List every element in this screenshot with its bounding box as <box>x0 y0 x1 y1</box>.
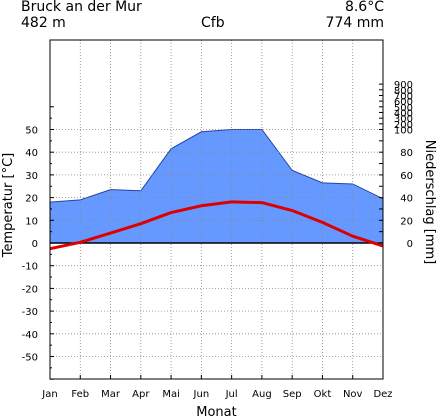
month-label: Jul <box>225 389 238 400</box>
month-label: Feb <box>71 389 89 400</box>
precip-tick-label: 600 <box>394 97 413 108</box>
temp-tick-label: 30 <box>25 171 38 182</box>
month-label: Nov <box>343 389 363 400</box>
temp-tick-label: 20 <box>25 194 38 205</box>
temp-tick-label: 40 <box>25 148 38 159</box>
precip-tick-label: 0 <box>407 239 413 250</box>
elevation: 482 m <box>21 15 66 31</box>
month-label: Mai <box>162 389 180 400</box>
month-label: Apr <box>132 389 150 400</box>
precipitation-line <box>49 128 384 203</box>
temp-tick-label: -50 <box>22 353 38 364</box>
temp-tick-label: 50 <box>25 126 38 137</box>
month-label: Sep <box>283 389 302 400</box>
month-label: Okt <box>314 389 332 400</box>
precip-tick-label: 900 <box>394 80 413 91</box>
temp-tick-label: 0 <box>32 239 38 250</box>
y-axis-title-left: Temperatur [°C] <box>1 153 16 259</box>
precip-tick-label: 800 <box>394 86 413 97</box>
y-axis-title-right: Niederschlag [mm] <box>422 140 437 265</box>
month-label: Dez <box>373 389 392 400</box>
climate-class: Cfb <box>201 15 225 31</box>
grid <box>50 40 383 379</box>
month-label: Jan <box>41 389 57 400</box>
mean-temperature: 8.6°C <box>344 0 384 15</box>
plot-frame <box>49 39 384 380</box>
precip-tick-label: 20 <box>400 216 413 227</box>
month-label: Jun <box>193 389 210 400</box>
annual-precipitation: 774 mm <box>325 15 384 31</box>
precip-tick-label: 500 <box>394 103 413 114</box>
precip-tick-label: 700 <box>394 91 413 102</box>
temp-tick-label: -10 <box>22 262 38 273</box>
precip-tick-label: 80 <box>400 148 413 159</box>
temp-tick-label: -20 <box>22 284 38 295</box>
temp-tick-label: -40 <box>22 330 38 341</box>
precip-tick-label: 400 <box>394 108 413 119</box>
precip-tick-label: 200 <box>394 120 413 131</box>
temperature-line <box>49 200 384 251</box>
x-axis-title: Monat <box>196 405 236 418</box>
precip-tick-label: 300 <box>394 114 413 125</box>
temp-tick-label: 10 <box>25 216 38 227</box>
station-name: Bruck an der Mur <box>21 0 142 15</box>
temp-tick-label: -30 <box>22 307 38 318</box>
precip-tick-label: 100 <box>394 126 413 137</box>
month-label: Mar <box>101 389 121 400</box>
precip-tick-label: 60 <box>400 171 413 182</box>
precip-tick-label: 40 <box>400 194 413 205</box>
month-label: Aug <box>252 389 272 400</box>
